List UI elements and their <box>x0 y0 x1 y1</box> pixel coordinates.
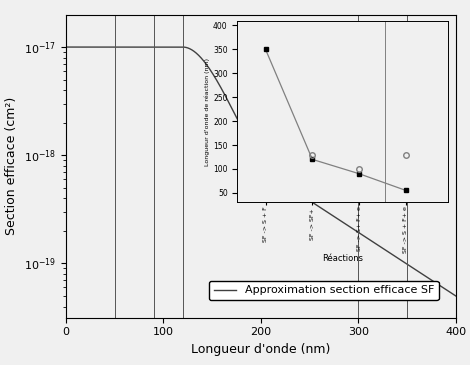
X-axis label: Longueur d'onde (nm): Longueur d'onde (nm) <box>191 343 330 356</box>
Y-axis label: Section efficace (cm²): Section efficace (cm²) <box>6 97 18 235</box>
Legend: Approximation section efficace SF: Approximation section efficace SF <box>209 281 439 300</box>
